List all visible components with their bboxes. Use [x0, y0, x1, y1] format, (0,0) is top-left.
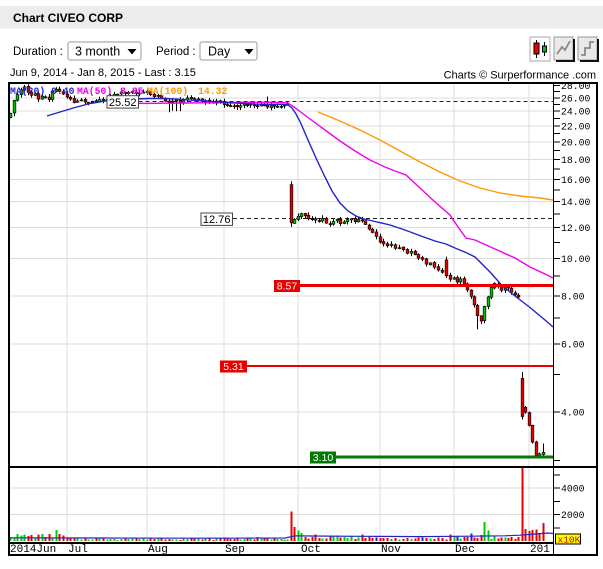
svg-text:Sep: Sep: [225, 544, 245, 556]
svg-text:Aug: Aug: [148, 544, 168, 556]
svg-text:Charts © Surperformance .com: Charts © Surperformance .com: [444, 70, 596, 82]
svg-text:25.52: 25.52: [109, 97, 137, 109]
svg-text:28.00: 28.00: [561, 81, 591, 92]
svg-text:5.31: 5.31: [223, 361, 244, 373]
svg-text:12.76: 12.76: [203, 214, 231, 226]
svg-text:8.00: 8.00: [561, 291, 585, 302]
svg-text:Nov: Nov: [381, 544, 401, 556]
svg-text:MA(50): MA(50): [77, 86, 112, 97]
svg-text:14.00: 14.00: [561, 197, 591, 208]
svg-text:Day: Day: [208, 45, 231, 59]
svg-text:2000: 2000: [561, 510, 585, 521]
svg-text:10.00: 10.00: [561, 254, 591, 265]
svg-text:14.32: 14.32: [198, 86, 228, 97]
svg-text:6.40: 6.40: [51, 86, 75, 97]
svg-text:Chart CIVEO CORP: Chart CIVEO CORP: [13, 11, 123, 25]
svg-text:18.00: 18.00: [561, 155, 591, 166]
svg-text:8.85: 8.85: [120, 86, 144, 97]
svg-text:Dec: Dec: [455, 544, 475, 556]
svg-text:12.00: 12.00: [561, 223, 591, 234]
svg-text:3 month: 3 month: [75, 45, 120, 59]
svg-text:MA(100): MA(100): [147, 86, 188, 97]
svg-text:Duration :: Duration :: [13, 46, 63, 58]
svg-text:x10K: x10K: [558, 535, 581, 546]
svg-text:Jul: Jul: [68, 544, 88, 556]
svg-text:201: 201: [530, 544, 550, 556]
svg-text:26.00: 26.00: [561, 93, 591, 104]
svg-text:Jun 9, 2014 - Jan 8, 2015 - La: Jun 9, 2014 - Jan 8, 2015 - Last : 3.15: [10, 67, 196, 79]
svg-text:2014Jun: 2014Jun: [10, 544, 56, 556]
svg-text:16.00: 16.00: [561, 175, 591, 186]
svg-text:MA(20): MA(20): [10, 86, 45, 97]
svg-text:4.00: 4.00: [561, 408, 585, 419]
svg-text:3.10: 3.10: [313, 452, 334, 464]
svg-text:22.00: 22.00: [561, 121, 591, 132]
svg-text:8.57: 8.57: [277, 280, 298, 292]
svg-text:4000: 4000: [561, 484, 585, 495]
svg-text:Oct: Oct: [301, 544, 321, 556]
svg-text:6.00: 6.00: [561, 340, 585, 351]
svg-text:20.00: 20.00: [561, 137, 591, 148]
svg-text:24.00: 24.00: [561, 107, 591, 118]
svg-text:Period :: Period :: [156, 46, 196, 58]
